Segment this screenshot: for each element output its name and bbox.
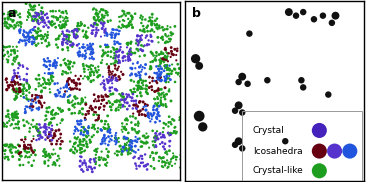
- Circle shape: [246, 30, 253, 37]
- Text: b: b: [192, 7, 201, 20]
- Circle shape: [282, 138, 288, 145]
- Circle shape: [327, 144, 342, 159]
- Circle shape: [191, 54, 200, 63]
- Circle shape: [232, 142, 238, 148]
- Circle shape: [293, 12, 299, 19]
- Circle shape: [235, 137, 243, 145]
- Circle shape: [312, 123, 327, 138]
- Circle shape: [239, 109, 246, 116]
- Circle shape: [300, 9, 306, 15]
- Circle shape: [235, 79, 242, 85]
- Circle shape: [312, 163, 327, 178]
- Circle shape: [325, 91, 332, 98]
- Circle shape: [195, 62, 203, 70]
- Circle shape: [238, 73, 246, 81]
- Circle shape: [239, 145, 246, 152]
- Circle shape: [235, 101, 243, 109]
- Circle shape: [198, 122, 208, 132]
- Circle shape: [232, 108, 238, 114]
- Circle shape: [329, 20, 335, 26]
- Circle shape: [300, 84, 306, 91]
- Circle shape: [264, 77, 270, 84]
- Circle shape: [298, 77, 305, 84]
- Text: Crystal: Crystal: [253, 126, 285, 135]
- Circle shape: [332, 12, 339, 20]
- Text: Icosahedra: Icosahedra: [253, 147, 303, 156]
- Text: a: a: [7, 7, 16, 20]
- Circle shape: [244, 81, 251, 87]
- Circle shape: [194, 111, 205, 122]
- Circle shape: [320, 12, 326, 19]
- Circle shape: [311, 16, 317, 23]
- Circle shape: [312, 144, 327, 159]
- Circle shape: [285, 8, 293, 16]
- Text: Crystal-like: Crystal-like: [253, 166, 304, 175]
- Circle shape: [342, 144, 357, 159]
